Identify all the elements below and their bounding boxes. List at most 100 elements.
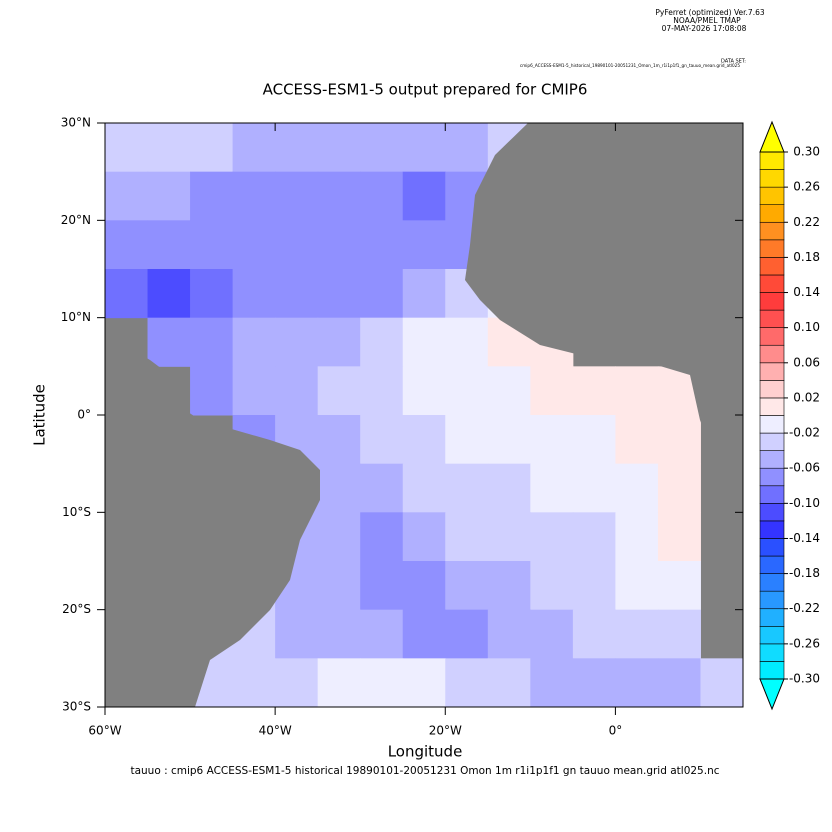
cell (360, 220, 404, 270)
colorbar-box (759, 239, 785, 258)
cell (105, 171, 149, 221)
africa (465, 123, 743, 640)
cell (317, 269, 361, 319)
cell (275, 220, 319, 270)
chart-title: ACCESS-ESM1-5 output prepared for CMIP6 (263, 81, 588, 99)
cell (360, 463, 404, 513)
cell (360, 415, 404, 465)
cell (147, 317, 191, 367)
colorbar-box (759, 309, 785, 328)
cell (572, 463, 616, 513)
cell (657, 463, 701, 513)
colorbar-box (759, 415, 785, 434)
axes: 60°W 40°W 20°W 0° 30°N 20°N 10°N 0° 10°S 20°S 30°S (61, 116, 744, 738)
cell (530, 561, 574, 611)
cell (530, 463, 574, 513)
cell (232, 171, 276, 221)
cell (572, 658, 616, 708)
colorbar-label: -0.18 (789, 566, 820, 580)
cell (402, 609, 446, 659)
y-axis-label: Latitude (31, 384, 49, 446)
cell (445, 123, 489, 173)
cell (317, 463, 361, 513)
cell (487, 658, 531, 708)
cell (530, 415, 574, 465)
colorbar-label: 0.02 (793, 390, 820, 404)
cell (657, 658, 701, 708)
y-tick-label: 0° (77, 408, 91, 422)
colorbar-label: 0.06 (793, 355, 820, 369)
cell (402, 512, 446, 562)
colorbar-label: -0.02 (789, 426, 820, 440)
cell (657, 415, 701, 465)
cell (530, 366, 574, 416)
colorbar-box (759, 380, 785, 399)
cell (360, 658, 404, 708)
cell (190, 171, 234, 221)
cell (700, 658, 744, 708)
cell (657, 609, 701, 659)
cell (572, 512, 616, 562)
cell (657, 561, 701, 611)
colorbar-box (759, 327, 785, 346)
cell (402, 317, 446, 367)
colorbar-box (759, 590, 785, 610)
cell (487, 609, 531, 659)
cell (445, 415, 489, 465)
y-tick-label: 30°N (61, 116, 91, 130)
cell (487, 366, 531, 416)
cell (615, 463, 659, 513)
colorbar-label: -0.10 (789, 496, 820, 510)
cell (402, 220, 446, 270)
colorbar-box (759, 485, 785, 504)
dataset-label: DATA SET: (721, 59, 746, 65)
cell (317, 609, 361, 659)
cell (572, 609, 616, 659)
colorbar-box (759, 643, 785, 662)
header-line: PyFerret (optimized) Ver.7.63 (655, 8, 764, 17)
colorbar-label: -0.30 (789, 672, 820, 686)
cell (360, 123, 404, 173)
cell (615, 609, 659, 659)
y-tick-label: 10°N (61, 310, 91, 324)
colorbar-box (759, 362, 785, 381)
colorbar-over (759, 120, 785, 153)
cell (360, 269, 404, 319)
cell (615, 561, 659, 611)
colorbar-label: 0.22 (793, 215, 820, 229)
colorbar-box (759, 204, 785, 223)
dataset: cmip6_ACCESS-ESM1-5_historical_19890101-… (520, 63, 740, 68)
colorbar: 0.30 0.26 0.22 0.18 0.14 0.10 0.06 0.02 -0.02 -0.… (759, 120, 820, 711)
colorbar-box (759, 625, 785, 645)
cell (105, 269, 149, 319)
x-tick-label: 20°W (429, 724, 462, 738)
y-tick-label: 20°S (62, 602, 91, 616)
cell (360, 561, 404, 611)
cell (487, 463, 531, 513)
cell (445, 609, 489, 659)
cell (232, 123, 276, 173)
colorbar-box (759, 292, 785, 311)
cell (232, 317, 276, 367)
cell (275, 171, 319, 221)
cell (317, 415, 361, 465)
cell (190, 269, 234, 319)
colorbar-box (759, 344, 785, 364)
cell (317, 171, 361, 221)
cell (147, 171, 191, 221)
cell (105, 220, 149, 270)
cell (402, 561, 446, 611)
cell (615, 366, 659, 416)
cell (530, 609, 574, 659)
cell (275, 269, 319, 319)
colorbar-box (759, 661, 785, 680)
colorbar-box (759, 503, 785, 522)
south-america (105, 335, 320, 707)
cell (402, 269, 446, 319)
colorbar-label: 0.30 (793, 145, 820, 159)
colorbar-label: 0.26 (793, 180, 820, 194)
cell (275, 366, 319, 416)
